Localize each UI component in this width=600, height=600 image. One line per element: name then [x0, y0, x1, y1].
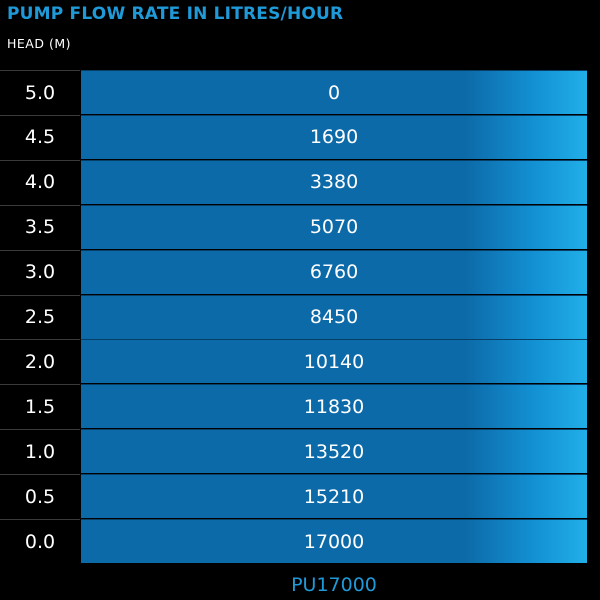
- head-value-cell: 4.0: [0, 159, 80, 204]
- head-value-cell: 3.5: [0, 204, 80, 249]
- table-row: 0.0 17000: [0, 519, 587, 563]
- head-value-cell: 4.5: [0, 114, 80, 159]
- table-row: 2.0 10140: [0, 339, 587, 384]
- table-row: 3.5 5070: [0, 204, 587, 249]
- head-value-cell: 5.0: [0, 70, 80, 114]
- flow-value-cell: 11830: [81, 384, 587, 429]
- flow-table: 5.0 0 4.5 1690 4.0 3380 3.5 5070 3.0 6760 2.5 8450 2…: [0, 70, 587, 564]
- table-row: 1.0 13520: [0, 429, 587, 474]
- flow-value-cell: 15210: [81, 474, 587, 519]
- chart-subtitle: HEAD (M): [7, 36, 71, 51]
- head-value-cell: 1.5: [0, 384, 80, 428]
- head-value-cell: 1.0: [0, 429, 80, 473]
- flow-value-cell: 3380: [81, 159, 587, 204]
- head-value-cell: 2.0: [0, 339, 80, 383]
- model-label: PU17000: [291, 574, 377, 596]
- table-row: 2.5 8450: [0, 294, 587, 339]
- table-row: 4.5 1690: [0, 114, 587, 159]
- flow-value-cell: 13520: [81, 429, 587, 474]
- head-value-cell: 2.5: [0, 294, 80, 339]
- table-row: 5.0 0: [0, 70, 587, 114]
- table-row: 3.0 6760: [0, 249, 587, 294]
- table-row: 0.5 15210: [0, 474, 587, 519]
- flow-value-cell: 1690: [81, 114, 587, 159]
- flow-value-cell: 10140: [81, 339, 587, 384]
- head-value-cell: 0.5: [0, 474, 80, 518]
- head-value-cell: 0.0: [0, 519, 80, 563]
- chart-title: PUMP FLOW RATE IN LITRES/HOUR: [7, 4, 344, 24]
- table-row: 4.0 3380: [0, 159, 587, 204]
- flow-value-cell: 17000: [81, 519, 587, 563]
- flow-value-cell: 0: [81, 70, 587, 114]
- table-row: 1.5 11830: [0, 384, 587, 429]
- flow-value-cell: 6760: [81, 249, 587, 294]
- flow-value-cell: 8450: [81, 294, 587, 339]
- flow-value-cell: 5070: [81, 204, 587, 249]
- head-value-cell: 3.0: [0, 249, 80, 294]
